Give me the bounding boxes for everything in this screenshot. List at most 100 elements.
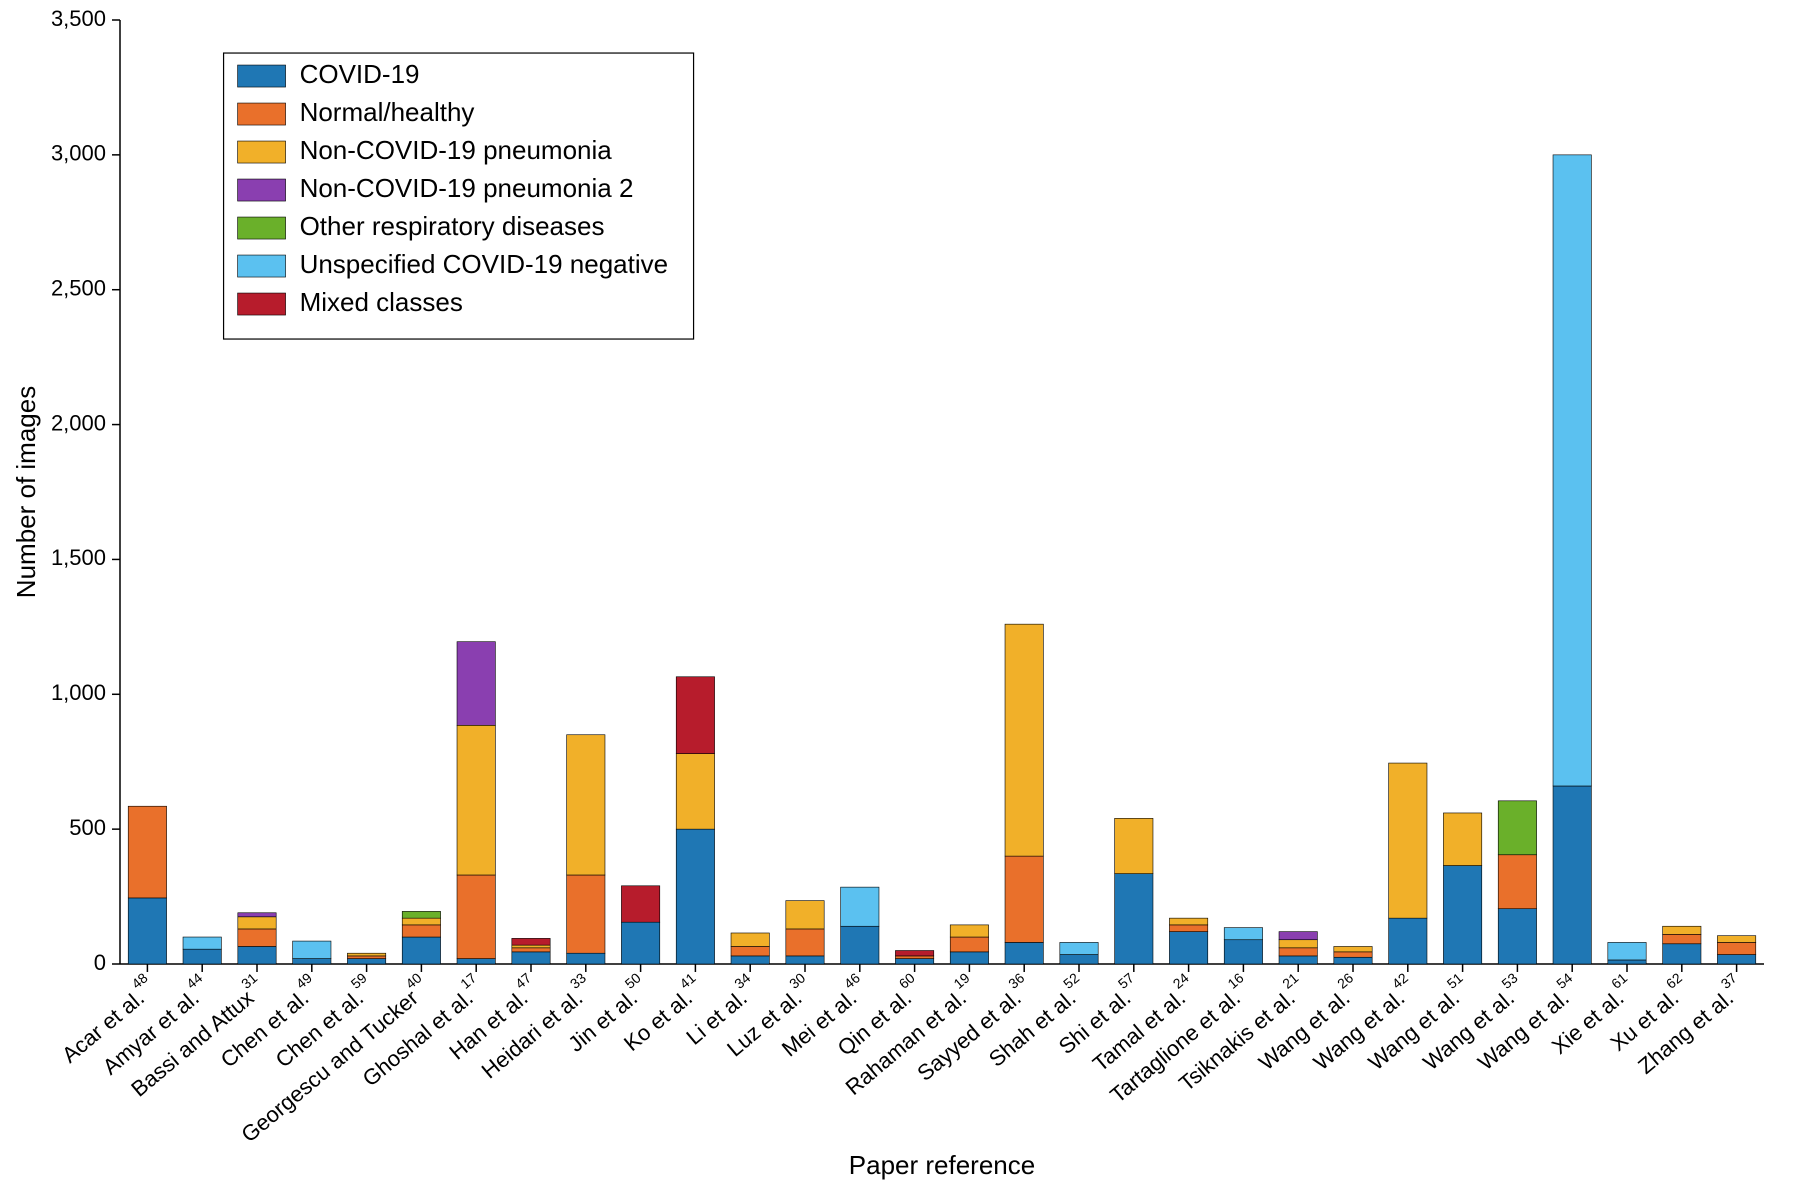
- bar-segment: [402, 925, 440, 937]
- bar-segment: [457, 875, 495, 959]
- bar-segment: [1169, 932, 1207, 964]
- bar-segment: [1005, 624, 1043, 856]
- bar-segment: [1553, 155, 1591, 786]
- legend-swatch: [238, 217, 286, 239]
- bar-segment: [1389, 763, 1427, 918]
- bar-segment: [1443, 813, 1481, 866]
- bar-segment: [238, 946, 276, 964]
- bar-segment: [731, 933, 769, 946]
- legend-swatch: [238, 179, 286, 201]
- bar-segment: [1498, 801, 1536, 855]
- bar-segment: [786, 956, 824, 964]
- bar-segment: [1279, 948, 1317, 956]
- bar-segment: [347, 956, 385, 959]
- bar-segment: [457, 725, 495, 875]
- bar-segment: [1717, 955, 1755, 964]
- bar-segment: [1498, 909, 1536, 964]
- bar-segment: [1224, 928, 1262, 940]
- bar-segment: [293, 959, 331, 964]
- bar-segment: [676, 829, 714, 964]
- y-tick-label: 3,000: [51, 141, 106, 166]
- bar-segment: [183, 949, 221, 964]
- bar-segment: [950, 952, 988, 964]
- bar-segment: [786, 929, 824, 956]
- bar-segment: [457, 959, 495, 964]
- bar-segment: [512, 952, 550, 964]
- legend-swatch: [238, 255, 286, 277]
- legend: COVID-19 Normal/healthy Non-COVID-19 pneum…: [224, 53, 694, 339]
- chart-container: 05001,0001,5002,0002,5003,0003,500Number…: [0, 0, 1794, 1204]
- bar-segment: [128, 806, 166, 898]
- bar-segment: [1334, 952, 1372, 957]
- bar-segment: [128, 898, 166, 964]
- y-tick-label: 2,500: [51, 276, 106, 301]
- legend-swatch: [238, 141, 286, 163]
- bar-segment: [950, 925, 988, 937]
- legend-item-label: Other respiratory diseases: [300, 211, 605, 241]
- bar-segment: [950, 937, 988, 952]
- legend-swatch: [238, 65, 286, 87]
- y-tick-label: 3,500: [51, 6, 106, 31]
- bar-segment: [457, 642, 495, 726]
- bar-segment: [1279, 932, 1317, 940]
- bar-segment: [731, 946, 769, 955]
- chart-svg: 05001,0001,5002,0002,5003,0003,500Number…: [0, 0, 1794, 1204]
- bar-segment: [676, 754, 714, 830]
- bar-segment: [1005, 856, 1043, 942]
- bar-segment: [621, 886, 659, 922]
- bar-segment: [1115, 874, 1153, 964]
- bar-segment: [293, 941, 331, 959]
- y-tick-label: 0: [94, 950, 106, 975]
- bar-segment: [238, 917, 276, 929]
- bar-segment: [1334, 957, 1372, 964]
- bar-segment: [567, 953, 605, 964]
- bar-segment: [1443, 866, 1481, 964]
- bar-segment: [895, 959, 933, 964]
- bar-segment: [1279, 940, 1317, 948]
- x-axis-label: Paper reference: [849, 1150, 1035, 1180]
- bar-segment: [1169, 925, 1207, 932]
- legend-item-label: Normal/healthy: [300, 97, 475, 127]
- bar-segment: [512, 948, 550, 952]
- y-tick-label: 1,500: [51, 545, 106, 570]
- bar-segment: [512, 938, 550, 945]
- bar-segment: [1608, 960, 1646, 964]
- bar-segment: [1334, 946, 1372, 951]
- bar-segment: [1279, 956, 1317, 964]
- bar-segment: [841, 926, 879, 964]
- bar-segment: [1663, 944, 1701, 964]
- bar-segment: [402, 918, 440, 925]
- bar-segment: [786, 901, 824, 929]
- bar-segment: [1663, 926, 1701, 934]
- bar-segment: [621, 922, 659, 964]
- bar-segment: [841, 887, 879, 926]
- bar-segment: [1115, 818, 1153, 873]
- bar-segment: [1005, 942, 1043, 964]
- legend-item-label: COVID-19: [300, 59, 420, 89]
- bar-segment: [402, 911, 440, 918]
- bar-segment: [402, 937, 440, 964]
- bar-segment: [512, 945, 550, 948]
- legend-item-label: Mixed classes: [300, 287, 463, 317]
- bar-segment: [895, 951, 933, 956]
- bar-segment: [1060, 955, 1098, 964]
- bar-segment: [676, 677, 714, 754]
- y-tick-label: 500: [69, 815, 106, 840]
- bar-segment: [347, 959, 385, 964]
- bar-segment: [1169, 918, 1207, 925]
- bar-segment: [731, 956, 769, 964]
- bar-segment: [183, 937, 221, 949]
- legend-swatch: [238, 103, 286, 125]
- y-tick-label: 1,000: [51, 680, 106, 705]
- bar-segment: [1663, 934, 1701, 943]
- bar-segment: [1224, 940, 1262, 964]
- bar-segment: [1717, 936, 1755, 943]
- bar-segment: [1553, 786, 1591, 964]
- bar-segment: [347, 953, 385, 956]
- legend-swatch: [238, 293, 286, 315]
- legend-item-label: Non-COVID-19 pneumonia 2: [300, 173, 634, 203]
- legend-item-label: Non-COVID-19 pneumonia: [300, 135, 613, 165]
- bar-segment: [1608, 942, 1646, 960]
- bar-segment: [1060, 942, 1098, 954]
- bar-segment: [238, 929, 276, 947]
